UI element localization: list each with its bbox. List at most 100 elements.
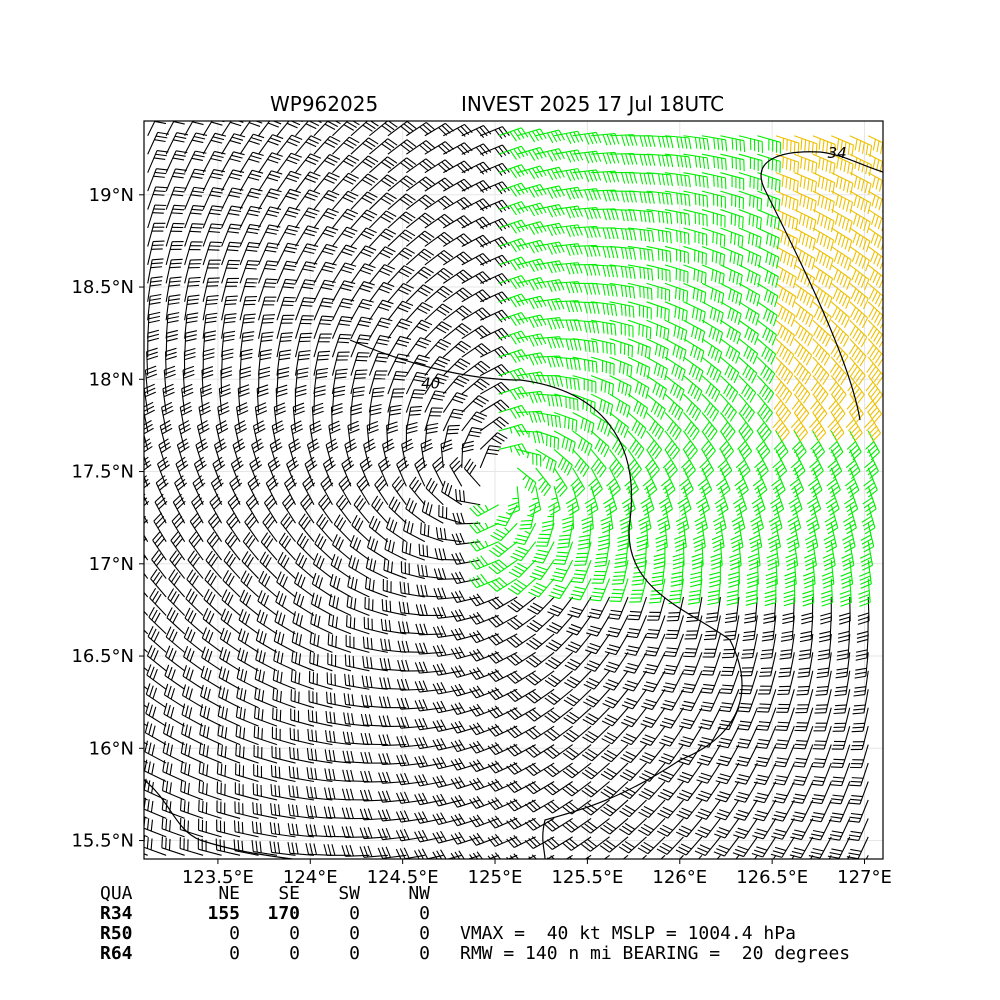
barb-flag <box>658 777 670 783</box>
barb-flag <box>600 520 612 526</box>
barb-flag <box>763 620 775 624</box>
barb-flag <box>494 723 504 734</box>
barb-flag <box>794 743 807 746</box>
barb-flag <box>203 667 209 680</box>
barb-flag <box>777 721 790 724</box>
barb-flag <box>815 693 827 696</box>
barb-flag <box>717 727 730 731</box>
wind-barb <box>707 578 721 606</box>
barb-shaft <box>858 799 869 823</box>
barb-flag <box>811 815 823 819</box>
barb-flag <box>809 837 821 841</box>
barb-flag <box>746 571 759 577</box>
barb-flag <box>255 840 258 853</box>
barb-flag <box>306 767 310 779</box>
barb-flag <box>426 422 439 427</box>
wind-barb <box>359 827 388 840</box>
barb-flag <box>663 735 675 740</box>
barb-flag <box>223 610 230 622</box>
barb-flag <box>642 737 654 743</box>
barb-flag <box>663 753 675 759</box>
barb-flag <box>363 846 369 858</box>
wind-barb <box>757 689 777 713</box>
barb-flag <box>566 714 577 722</box>
barb-shaft <box>345 703 370 709</box>
barb-shaft <box>144 534 149 542</box>
wind-barb <box>323 844 351 856</box>
barb-flag <box>782 616 794 621</box>
barb-flag <box>603 752 615 760</box>
barb-flag <box>202 781 205 794</box>
barb-flag <box>717 776 729 781</box>
wind-barb <box>341 826 370 839</box>
wind-barb <box>815 670 832 696</box>
barb-flag <box>793 747 806 750</box>
wind-barb <box>581 744 610 762</box>
barb-flag <box>756 828 768 833</box>
barb-flag <box>761 649 774 652</box>
barb-flag <box>627 618 639 621</box>
barb-flag <box>820 616 832 621</box>
barb-flag <box>528 501 540 508</box>
barb-flag <box>679 792 691 799</box>
barb-flag <box>661 738 673 744</box>
wind-barb <box>754 744 777 767</box>
barb-flag <box>601 720 613 727</box>
barb-flag <box>672 553 684 558</box>
barb-flag <box>455 489 458 501</box>
barb-flag <box>640 723 652 729</box>
barb-flag <box>758 707 770 709</box>
barb-flag <box>834 708 846 711</box>
barb-flag <box>295 552 302 564</box>
wind-barb <box>450 646 481 660</box>
barb-flag <box>450 415 462 420</box>
barb-flag <box>399 810 406 822</box>
barb-flag <box>370 538 375 550</box>
barb-flag <box>816 685 829 689</box>
wind-barb <box>469 573 499 589</box>
barb-flag <box>133 782 135 793</box>
barb-flag <box>184 724 188 736</box>
barb-flag <box>487 818 496 829</box>
barb-flag <box>802 602 814 607</box>
barb-shaft <box>163 713 185 727</box>
barb-flag <box>670 579 683 583</box>
wind-barb <box>506 743 536 757</box>
barb-flag <box>347 693 351 706</box>
barb-flag <box>666 647 678 650</box>
barb-flag <box>381 828 387 840</box>
wind-barb <box>233 820 259 838</box>
barb-flag <box>380 638 384 650</box>
barb-flag <box>161 817 164 829</box>
wind-barb <box>607 596 629 620</box>
barb-flag <box>676 831 687 838</box>
barb-flag <box>683 700 695 705</box>
barb-flag <box>451 412 464 416</box>
barb-flag <box>144 537 147 542</box>
barb-flag <box>792 815 804 819</box>
barb-flag <box>136 613 142 623</box>
barb-flag <box>625 769 636 776</box>
wind-barb <box>736 707 758 731</box>
barb-flag <box>147 780 151 792</box>
barb-flag <box>714 870 725 874</box>
barb-flag <box>643 823 655 831</box>
barb-flag <box>427 525 430 537</box>
barb-flag <box>257 688 261 701</box>
barb-flag <box>299 615 304 627</box>
wind-barb <box>308 671 333 690</box>
barb-flag <box>489 445 501 448</box>
barb-flag <box>372 560 377 572</box>
barb-flag <box>436 794 443 806</box>
barb-flag <box>704 634 717 637</box>
barb-flag <box>257 590 263 602</box>
wind-barb <box>236 667 259 690</box>
barb-flag <box>377 791 383 803</box>
barb-flag <box>378 715 383 727</box>
barb-flag <box>578 534 591 538</box>
barb-flag <box>711 534 723 541</box>
barb-flag <box>367 827 373 839</box>
barb-flag <box>506 765 515 775</box>
barb-flag <box>583 683 595 690</box>
barb-flag <box>620 757 631 764</box>
